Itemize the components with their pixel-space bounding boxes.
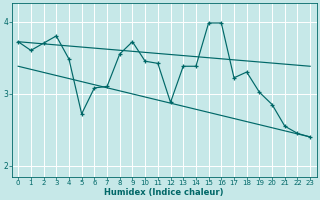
X-axis label: Humidex (Indice chaleur): Humidex (Indice chaleur)	[104, 188, 224, 197]
